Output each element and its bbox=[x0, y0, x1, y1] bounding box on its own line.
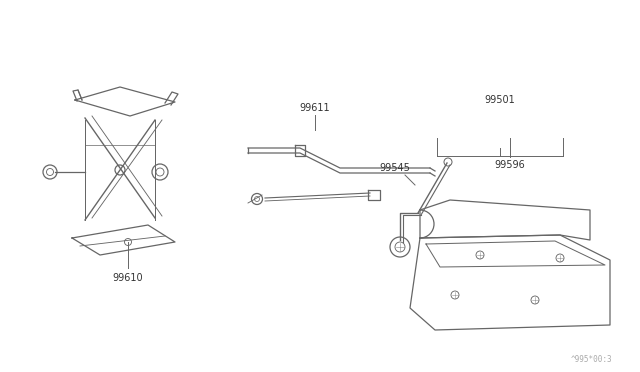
Text: 99596: 99596 bbox=[495, 160, 525, 170]
Text: 99545: 99545 bbox=[380, 163, 410, 173]
Text: 99610: 99610 bbox=[113, 273, 143, 283]
Polygon shape bbox=[75, 87, 175, 116]
Text: 99501: 99501 bbox=[484, 95, 515, 105]
Polygon shape bbox=[420, 200, 590, 240]
Polygon shape bbox=[410, 235, 610, 330]
Text: 99611: 99611 bbox=[300, 103, 330, 113]
Text: ^995*00:3: ^995*00:3 bbox=[570, 356, 612, 365]
Polygon shape bbox=[72, 225, 175, 255]
